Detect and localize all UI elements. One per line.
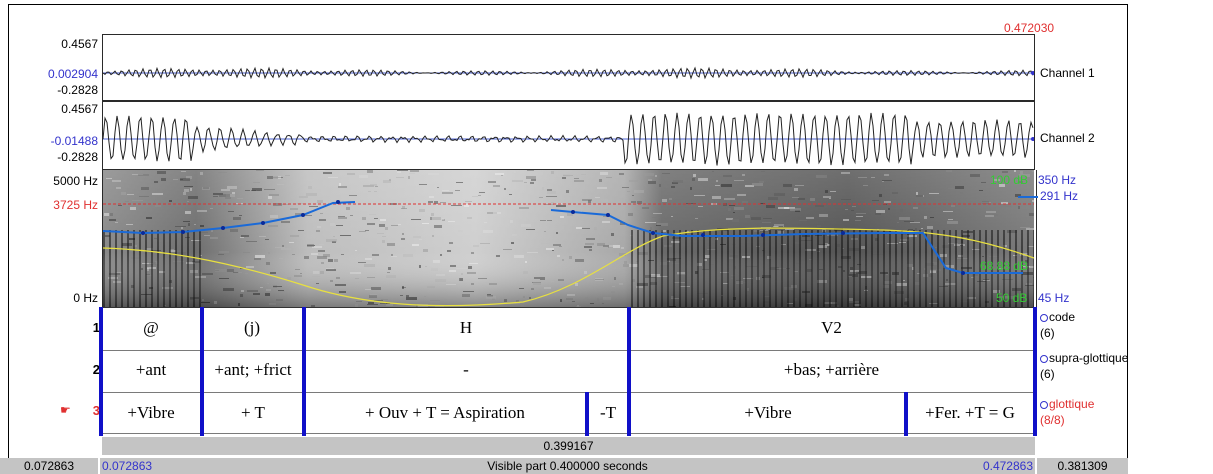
channel1-cursor-value: 0.002904 (47, 67, 98, 81)
window-end-time: 0.472863 (982, 459, 1033, 473)
visible-duration: Visible part 0.400000 seconds (487, 459, 648, 473)
tier-3[interactable] (102, 392, 1035, 434)
boundary[interactable] (302, 307, 306, 436)
tier-3-interval[interactable]: +Vibre (127, 403, 175, 422)
pitch-top: 350 Hz (1038, 173, 1077, 187)
pitch-cursor-value: 291 Hz (1040, 189, 1079, 203)
channel2-min: -0.2828 (57, 150, 98, 164)
selection-duration-bar[interactable]: 0.399167 (102, 437, 1035, 455)
boundary[interactable] (627, 307, 631, 436)
intensity-bottom: 50 dB (996, 291, 1028, 305)
tier-1[interactable] (102, 307, 1035, 350)
right-outside-bar[interactable]: 0.381309 (1037, 458, 1128, 474)
visible-window-bar[interactable]: 0.072863 Visible part 0.400000 seconds 0… (100, 458, 1035, 474)
channel1-min: -0.2828 (57, 83, 98, 97)
tier-2[interactable] (102, 350, 1035, 392)
boundary[interactable] (585, 392, 589, 436)
tier-2-name[interactable]: supra-glottique (6) (1040, 351, 1129, 381)
spectrogram-cursor-frequency: 3725 Hz (53, 198, 98, 212)
window-start-time: 0.072863 (102, 459, 153, 473)
tier-3-interval[interactable]: +Vibre (744, 403, 792, 422)
tier-2-interval[interactable]: +bas; +arrière (783, 360, 880, 379)
intensity-cursor-value: 68.88 dB (980, 259, 1029, 273)
tier-1-interval[interactable]: (j) (243, 318, 261, 337)
spectrogram-top-frequency: 5000 Hz (53, 174, 98, 188)
tier-1-interval[interactable]: @ (143, 318, 159, 337)
channel2-cursor-value: -0.01488 (50, 134, 98, 148)
tier-1-number: 1 (92, 320, 100, 335)
tier-2-interval[interactable]: +ant (135, 360, 167, 379)
spectrogram-bottom-frequency: 0 Hz (73, 291, 98, 305)
tier-1-interval[interactable]: V2 (821, 318, 842, 337)
spectrogram-svg (103, 170, 1034, 307)
channel2-max: 0.4567 (61, 102, 98, 116)
channel2-name: Channel 2 (1040, 131, 1095, 145)
channel1-waveform[interactable] (102, 34, 1035, 101)
tier-2-number: 2 (92, 362, 100, 377)
tier-2-interval[interactable]: +ant; +frict (214, 360, 292, 379)
tier-3-pointer-icon: ☛ (60, 403, 71, 417)
boundary[interactable] (904, 392, 908, 436)
channel1-waveform-svg (103, 66, 1034, 80)
channel1-max: 0.4567 (61, 37, 98, 51)
tier-3-circle-icon (1040, 400, 1048, 409)
pitch-cursor-mark (1018, 196, 1038, 198)
tier-1-interval[interactable]: H (459, 318, 473, 337)
tier-3-name[interactable]: glottique (8/8) (1040, 397, 1095, 427)
boundary[interactable] (200, 307, 204, 436)
left-outside-bar[interactable]: 0.072863 (0, 458, 98, 474)
cursor-time-top: 0.472030 (1004, 21, 1055, 35)
tier-2-circle-icon (1040, 354, 1048, 363)
intensity-top: 100 dB (990, 173, 1029, 187)
channel2-waveform[interactable] (102, 101, 1035, 170)
tier-3-interval[interactable]: + Ouv + T = Aspiration (365, 403, 525, 422)
channel1-name: Channel 1 (1040, 66, 1095, 80)
tier-2-interval[interactable]: - (463, 360, 469, 379)
sound-editor-frame (8, 4, 1128, 474)
tier-3-interval[interactable]: +Fer. +T = G (925, 403, 1015, 422)
boundary[interactable] (99, 307, 103, 436)
spectrogram[interactable] (102, 170, 1037, 307)
tier-1-name[interactable]: code (6) (1040, 310, 1076, 340)
pitch-bottom: 45 Hz (1038, 291, 1070, 305)
tier-3-interval[interactable]: + T (241, 403, 265, 422)
boundary[interactable] (1033, 307, 1037, 436)
tier-3-number: 3 (92, 403, 100, 418)
channel2-waveform-svg (103, 112, 1034, 166)
tier-1-circle-icon (1040, 313, 1048, 322)
tier-3-interval[interactable]: -T (599, 403, 617, 422)
